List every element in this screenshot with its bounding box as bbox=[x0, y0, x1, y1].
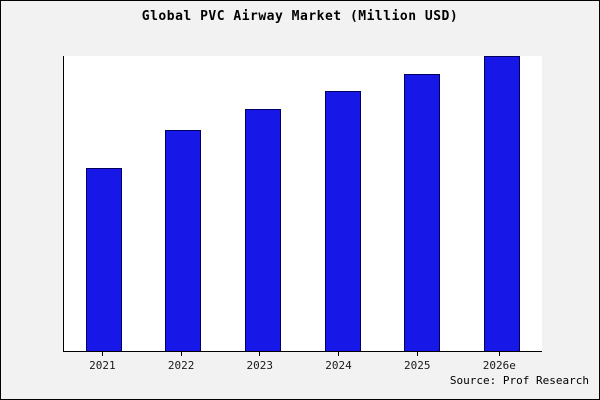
tick-mark-icon bbox=[498, 352, 500, 356]
source-label: Source: Prof Research bbox=[449, 374, 589, 387]
bar-2023 bbox=[245, 109, 282, 351]
tick-mark-icon bbox=[180, 352, 182, 356]
tick-mark-icon bbox=[259, 352, 261, 356]
x-tick-label: 2024 bbox=[325, 359, 352, 372]
x-axis-ticks: 2021 2022 2023 2024 2025 2026e bbox=[63, 352, 542, 372]
tick-mark-icon bbox=[338, 352, 340, 356]
bar-2024 bbox=[324, 91, 361, 351]
bar-2022 bbox=[165, 129, 202, 351]
chart-title: Global PVC Airway Market (Million USD) bbox=[141, 9, 459, 24]
x-tick-2025: 2025 bbox=[403, 352, 431, 372]
x-tick-label: 2023 bbox=[246, 359, 274, 372]
bar-2026e bbox=[484, 56, 521, 351]
bars bbox=[64, 56, 542, 351]
x-tick-2021: 2021 bbox=[89, 352, 116, 372]
x-tick-2022: 2022 bbox=[167, 352, 195, 372]
x-tick-label: 2025 bbox=[403, 359, 431, 372]
bar-2025 bbox=[404, 73, 441, 351]
x-tick-2026e: 2026e bbox=[483, 352, 516, 372]
x-tick-label: 2026e bbox=[482, 359, 516, 372]
x-tick-label: 2022 bbox=[167, 359, 195, 372]
tick-mark-icon bbox=[101, 352, 103, 356]
plot-area bbox=[63, 56, 542, 352]
x-tick-label: 2021 bbox=[89, 359, 116, 372]
x-tick-2024: 2024 bbox=[325, 352, 352, 372]
bar-2021 bbox=[85, 168, 122, 351]
tick-mark-icon bbox=[416, 352, 418, 356]
x-tick-2023: 2023 bbox=[246, 352, 274, 372]
